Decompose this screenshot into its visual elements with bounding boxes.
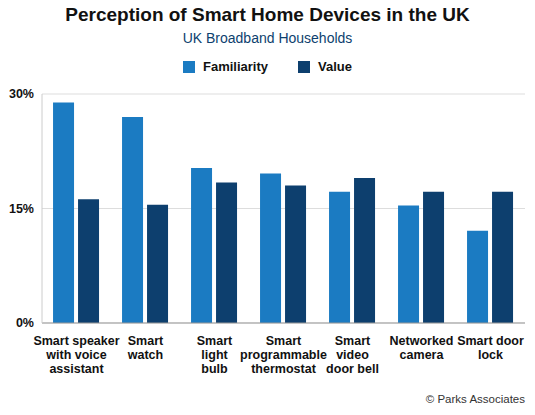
svg-text:Smart doorlock: Smart doorlock: [457, 334, 524, 362]
svg-text:Smartprogrammablethermostat: Smartprogrammablethermostat: [240, 334, 327, 376]
svg-text:30%: 30%: [9, 87, 34, 101]
html-text:Perception of Smart Home Devic: Perception of Smart Home Devices in the …: [65, 4, 470, 25]
html-text:Familiarity: Familiarity: [203, 59, 268, 74]
svg-text:Smartwatch: Smartwatch: [127, 334, 164, 362]
svg-text:Networkedcamera: Networkedcamera: [390, 334, 454, 362]
svg-text:0%: 0%: [16, 316, 34, 330]
svg-text:15%: 15%: [9, 202, 34, 216]
svg-text:Smart speakerwith voiceassista: Smart speakerwith voiceassistant: [33, 334, 119, 376]
svg-text:Smartvideodoor bell: Smartvideodoor bell: [326, 334, 379, 376]
html-text:UK Broadband Households: UK Broadband Households: [182, 30, 353, 46]
html-text:Value: Value: [318, 59, 352, 74]
html-text:© Parks Associates: © Parks Associates: [425, 393, 525, 405]
svg-text:Smartlightbulb: Smartlightbulb: [197, 334, 233, 376]
